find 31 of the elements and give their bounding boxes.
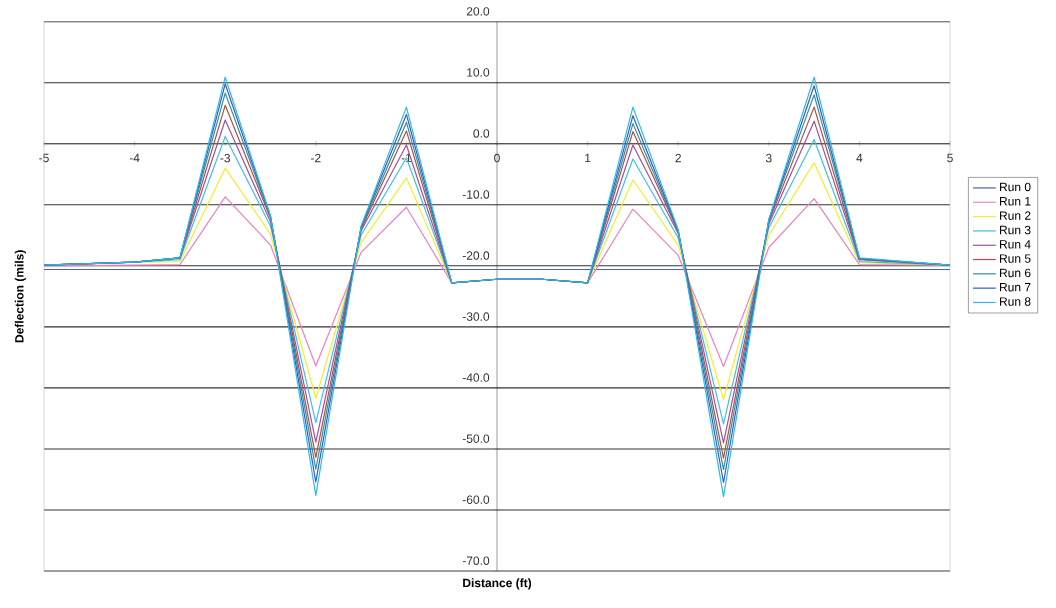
y-tick-label: 20.0: [466, 7, 490, 16]
legend-label: Run 5: [1000, 254, 1031, 263]
x-tick-label: -3: [220, 153, 231, 163]
y-tick-label: -10.0: [462, 190, 490, 199]
y-tick-label: -50.0: [462, 434, 490, 443]
x-tick-label: 3: [765, 153, 772, 163]
legend-label: Run 3: [1000, 225, 1031, 235]
y-tick-label: -20.0: [462, 251, 490, 260]
x-tick-label: 2: [675, 153, 681, 163]
x-tick-label: 0: [494, 153, 500, 163]
y-tick-label: -30.0: [462, 312, 490, 321]
legend-label: Run 2: [1000, 211, 1031, 220]
legend-label: Run 0: [1000, 182, 1031, 192]
x-tick-label: -4: [129, 153, 140, 163]
legend-label: Run 7: [1000, 283, 1031, 292]
legend-label: Run 8: [1000, 297, 1031, 306]
x-tick-label: -2: [311, 153, 321, 163]
y-tick-label: 0.0: [473, 129, 490, 138]
legend-label: Run 4: [1000, 240, 1031, 249]
y-axis-title: Deflection (mils): [14, 250, 26, 343]
x-tick-label: 1: [585, 153, 591, 163]
y-tick-label: -40.0: [462, 373, 490, 382]
y-tick-label: -60.0: [462, 495, 490, 504]
y-tick-label: 10.0: [467, 68, 490, 77]
x-tick-label: 5: [947, 153, 953, 163]
legend-label: Run 6: [1000, 268, 1031, 278]
legend-label: Run 1: [1000, 197, 1031, 206]
x-axis-title: Distance (ft): [463, 578, 532, 590]
y-tick-label: -70.0: [462, 556, 490, 565]
x-tick-label: -5: [39, 153, 49, 163]
x-tick-label: 4: [856, 153, 863, 163]
